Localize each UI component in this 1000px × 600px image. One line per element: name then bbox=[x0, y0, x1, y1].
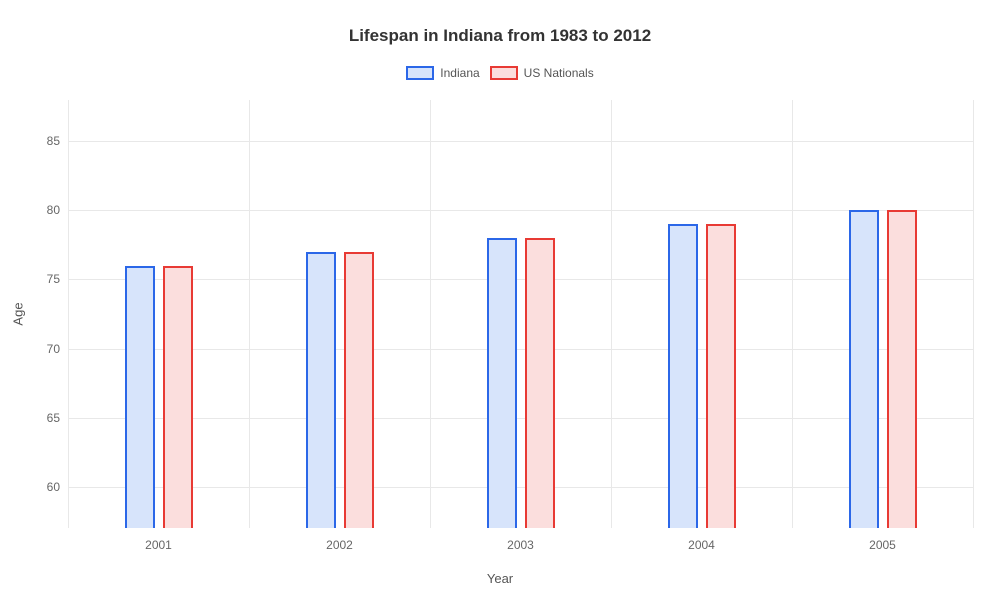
bar bbox=[706, 224, 736, 528]
gridline-horizontal bbox=[68, 141, 973, 142]
gridline-vertical bbox=[430, 100, 431, 528]
y-axis-title: Age bbox=[11, 302, 26, 325]
bar bbox=[163, 266, 193, 528]
y-tick-label: 70 bbox=[47, 342, 68, 356]
bar bbox=[668, 224, 698, 528]
legend-item: US Nationals bbox=[490, 66, 594, 80]
gridline-vertical bbox=[792, 100, 793, 528]
bar bbox=[125, 266, 155, 528]
gridline-horizontal bbox=[68, 487, 973, 488]
legend-item: Indiana bbox=[406, 66, 479, 80]
y-tick-label: 75 bbox=[47, 272, 68, 286]
plot-area: 60657075808520012002200320042005 bbox=[68, 100, 973, 528]
x-tick-label: 2004 bbox=[688, 528, 715, 552]
gridline-horizontal bbox=[68, 349, 973, 350]
gridline-horizontal bbox=[68, 418, 973, 419]
x-tick-label: 2003 bbox=[507, 528, 534, 552]
y-tick-label: 65 bbox=[47, 411, 68, 425]
gridline-vertical bbox=[249, 100, 250, 528]
bar bbox=[849, 210, 879, 528]
x-tick-label: 2005 bbox=[869, 528, 896, 552]
legend: Indiana US Nationals bbox=[0, 66, 1000, 80]
bar bbox=[525, 238, 555, 528]
chart-title: Lifespan in Indiana from 1983 to 2012 bbox=[0, 26, 1000, 46]
gridline-horizontal bbox=[68, 210, 973, 211]
legend-label: Indiana bbox=[440, 66, 479, 80]
gridline-vertical bbox=[611, 100, 612, 528]
y-tick-label: 60 bbox=[47, 480, 68, 494]
y-tick-label: 85 bbox=[47, 134, 68, 148]
x-axis-title: Year bbox=[0, 571, 1000, 586]
legend-swatch bbox=[406, 66, 434, 80]
legend-label: US Nationals bbox=[524, 66, 594, 80]
y-tick-label: 80 bbox=[47, 203, 68, 217]
bar bbox=[887, 210, 917, 528]
gridline-vertical bbox=[973, 100, 974, 528]
x-tick-label: 2002 bbox=[326, 528, 353, 552]
legend-swatch bbox=[490, 66, 518, 80]
bar bbox=[344, 252, 374, 528]
chart-container: Lifespan in Indiana from 1983 to 2012 In… bbox=[0, 0, 1000, 600]
x-tick-label: 2001 bbox=[145, 528, 172, 552]
bar bbox=[306, 252, 336, 528]
gridline-horizontal bbox=[68, 279, 973, 280]
bar bbox=[487, 238, 517, 528]
gridline-vertical bbox=[68, 100, 69, 528]
